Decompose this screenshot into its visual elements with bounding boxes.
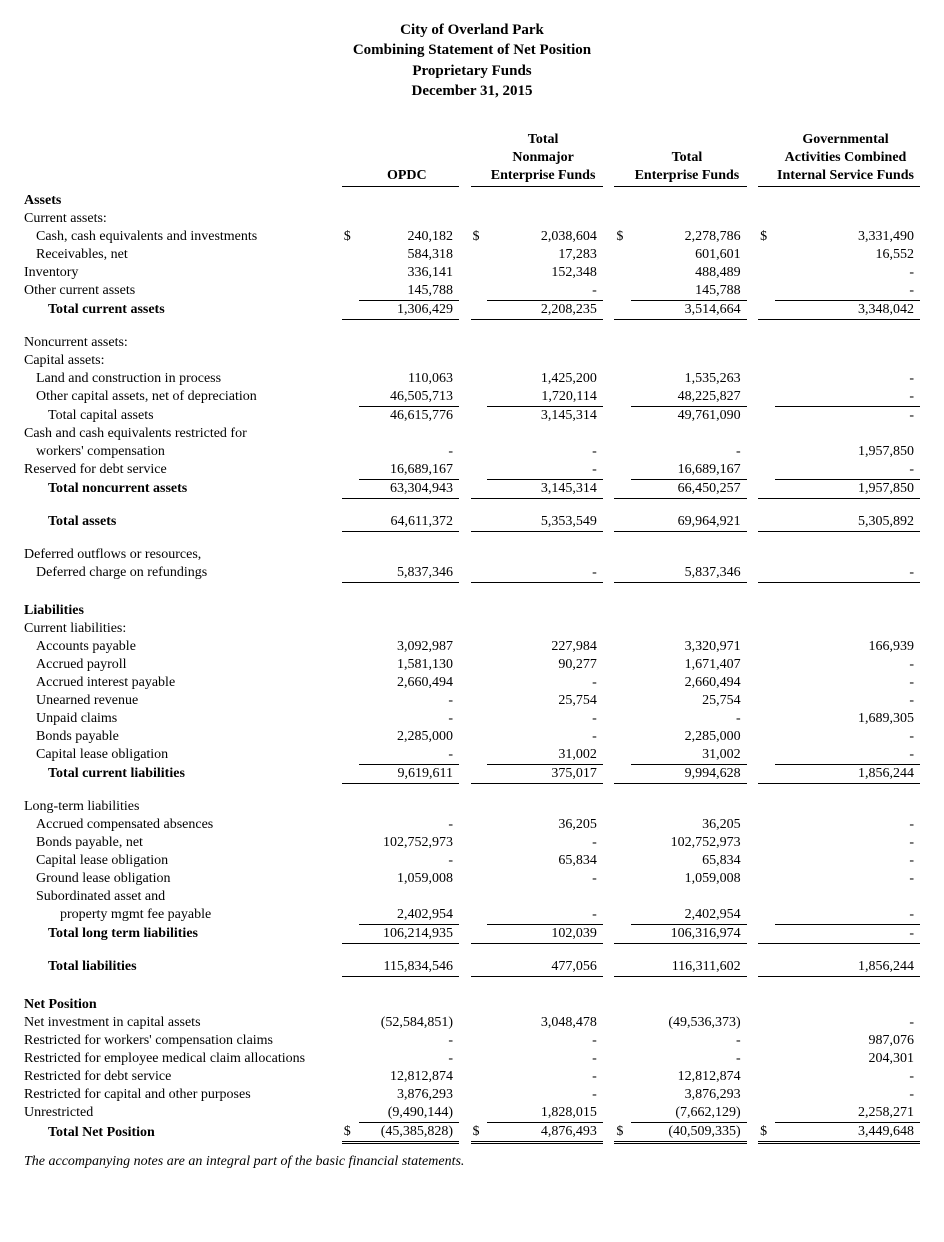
row-aip: Accrued interest payable 2,660,494 - 2,6… xyxy=(24,674,920,692)
header-line-2: Combining Statement of Net Position xyxy=(24,40,920,60)
row-clo: Capital lease obligation - 31,002 31,002… xyxy=(24,746,920,765)
row-sub2: property mgmt fee payable 2,402,954 - 2,… xyxy=(24,906,920,925)
row-tltl: Total long term liabilities 106,214,935 … xyxy=(24,924,920,943)
col2-head-a: Total xyxy=(487,131,602,149)
row-tnp: Total Net Position $(45,385,828) $4,876,… xyxy=(24,1122,920,1142)
col4-head-b: Activities Combined xyxy=(775,149,920,167)
report-header: City of Overland Park Combining Statemen… xyxy=(24,20,920,101)
row-clo2: Capital lease obligation - 65,834 65,834… xyxy=(24,852,920,870)
row-tcl: Total current liabilities 9,619,611 375,… xyxy=(24,764,920,783)
row-rwcc: Restricted for workers' compensation cla… xyxy=(24,1032,920,1050)
col4-head-a: Governmental xyxy=(775,131,920,149)
header-line-4: December 31, 2015 xyxy=(24,81,920,101)
row-aca: Accrued compensated absences - 36,205 36… xyxy=(24,816,920,834)
row-bpay: Bonds payable 2,285,000 - 2,285,000 - xyxy=(24,728,920,746)
row-inv: Inventory 336,141 152,348 488,489 - xyxy=(24,264,920,282)
col4-head-c: Internal Service Funds xyxy=(775,167,920,187)
row-rds: Reserved for debt service 16,689,167 - 1… xyxy=(24,461,920,480)
row-ocap: Other capital assets, net of depreciatio… xyxy=(24,388,920,407)
financial-table: Total Governmental Nonmajor Total Activi… xyxy=(24,131,920,1144)
row-tl: Total liabilities 115,834,546 477,056 11… xyxy=(24,958,920,977)
section-assets: Assets xyxy=(24,187,342,210)
section-noncurrent-assets: Noncurrent assets: xyxy=(24,334,342,352)
col-head-row-3: OPDC Enterprise Funds Enterprise Funds I… xyxy=(24,167,920,187)
row-recv: Receivables, net 584,318 17,283 601,601 … xyxy=(24,246,920,264)
row-urev: Unearned revenue - 25,754 25,754 - xyxy=(24,692,920,710)
row-bpn: Bonds payable, net 102,752,973 - 102,752… xyxy=(24,834,920,852)
section-capital-assets: Capital assets: xyxy=(24,352,342,370)
row-tcap: Total capital assets 46,615,776 3,145,31… xyxy=(24,406,920,425)
section-liabilities: Liabilities xyxy=(24,597,342,620)
section-longterm: Long-term liabilities xyxy=(24,798,342,816)
row-sub1: Subordinated asset and xyxy=(24,888,920,906)
row-ccrw1: Cash and cash equivalents restricted for xyxy=(24,425,920,443)
col1-head: OPDC xyxy=(359,167,459,187)
header-line-3: Proprietary Funds xyxy=(24,61,920,81)
row-tnca: Total noncurrent assets 63,304,943 3,145… xyxy=(24,479,920,498)
col2-head-b: Nonmajor xyxy=(487,149,602,167)
row-land: Land and construction in process 110,063… xyxy=(24,370,920,388)
footnote: The accompanying notes are an integral p… xyxy=(24,1154,920,1170)
row-remca: Restricted for employee medical claim al… xyxy=(24,1050,920,1068)
section-current-liabilities: Current liabilities: xyxy=(24,620,342,638)
row-ap: Accounts payable 3,092,987 227,984 3,320… xyxy=(24,638,920,656)
header-line-1: City of Overland Park xyxy=(24,20,920,40)
row-nica: Net investment in capital assets (52,584… xyxy=(24,1014,920,1032)
col-head-row-1: Total Governmental xyxy=(24,131,920,149)
row-tca: Total current assets 1,306,429 2,208,235… xyxy=(24,300,920,319)
row-cash: Cash, cash equivalents and investments $… xyxy=(24,228,920,246)
row-ccrw2: workers' compensation - - - 1,957,850 xyxy=(24,443,920,461)
col2-head-c: Enterprise Funds xyxy=(487,167,602,187)
row-other-ca: Other current assets 145,788 - 145,788 - xyxy=(24,282,920,301)
row-ta: Total assets 64,611,372 5,353,549 69,964… xyxy=(24,513,920,532)
section-netposition: Net Position xyxy=(24,991,342,1014)
section-current-assets: Current assets: xyxy=(24,210,342,228)
col-head-row-2: Nonmajor Total Activities Combined xyxy=(24,149,920,167)
col3-head-b: Enterprise Funds xyxy=(631,167,746,187)
section-deferred: Deferred outflows or resources, xyxy=(24,546,342,564)
row-uclaims: Unpaid claims - - - 1,689,305 xyxy=(24,710,920,728)
col3-head-a: Total xyxy=(631,149,746,167)
row-glo: Ground lease obligation 1,059,008 - 1,05… xyxy=(24,870,920,888)
row-rds2: Restricted for debt service 12,812,874 -… xyxy=(24,1068,920,1086)
row-apay: Accrued payroll 1,581,130 90,277 1,671,4… xyxy=(24,656,920,674)
row-unr: Unrestricted (9,490,144) 1,828,015 (7,66… xyxy=(24,1104,920,1123)
row-dcr: Deferred charge on refundings 5,837,346 … xyxy=(24,564,920,583)
row-rcop: Restricted for capital and other purpose… xyxy=(24,1086,920,1104)
